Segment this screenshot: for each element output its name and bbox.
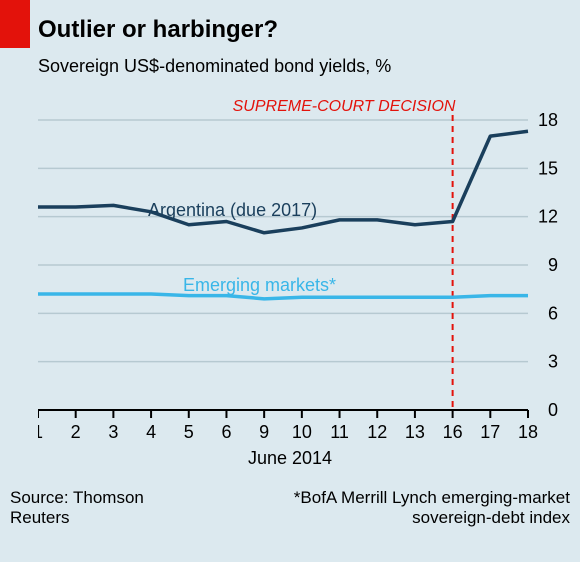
brand-tab xyxy=(0,0,30,48)
svg-text:6: 6 xyxy=(221,422,231,440)
svg-text:0: 0 xyxy=(548,400,558,420)
svg-text:11: 11 xyxy=(330,422,349,440)
annotation-label: SUPREME-COURT DECISION xyxy=(233,98,523,116)
chart-plot-area: 0369121518123456910111213161718 xyxy=(38,100,578,440)
svg-text:15: 15 xyxy=(538,158,558,178)
series-label-argentina: Argentina (due 2017) xyxy=(148,200,317,221)
svg-text:17: 17 xyxy=(480,422,500,440)
footnote-credit: *BofA Merrill Lynch emerging-marketsover… xyxy=(190,488,570,528)
svg-text:6: 6 xyxy=(548,303,558,323)
x-axis-title: June 2014 xyxy=(0,448,580,469)
chart-svg: 0369121518123456910111213161718 xyxy=(38,100,578,440)
svg-text:12: 12 xyxy=(538,207,558,227)
svg-text:13: 13 xyxy=(405,422,425,440)
svg-text:4: 4 xyxy=(146,422,156,440)
series-label-emerging: Emerging markets* xyxy=(183,275,336,296)
svg-text:3: 3 xyxy=(548,352,558,372)
svg-text:18: 18 xyxy=(538,110,558,130)
svg-text:10: 10 xyxy=(292,422,312,440)
svg-text:12: 12 xyxy=(367,422,387,440)
svg-text:9: 9 xyxy=(259,422,269,440)
svg-text:18: 18 xyxy=(518,422,538,440)
svg-text:5: 5 xyxy=(184,422,194,440)
chart-subtitle: Sovereign US$-denominated bond yields, % xyxy=(38,56,391,77)
chart-title: Outlier or harbinger? xyxy=(38,16,278,44)
svg-text:16: 16 xyxy=(443,422,463,440)
svg-text:9: 9 xyxy=(548,255,558,275)
svg-text:1: 1 xyxy=(38,422,43,440)
chart-container: Outlier or harbinger? Sovereign US$-deno… xyxy=(0,0,580,562)
source-credit: Source: ThomsonReuters xyxy=(10,488,180,528)
svg-text:3: 3 xyxy=(108,422,118,440)
svg-text:2: 2 xyxy=(71,422,81,440)
